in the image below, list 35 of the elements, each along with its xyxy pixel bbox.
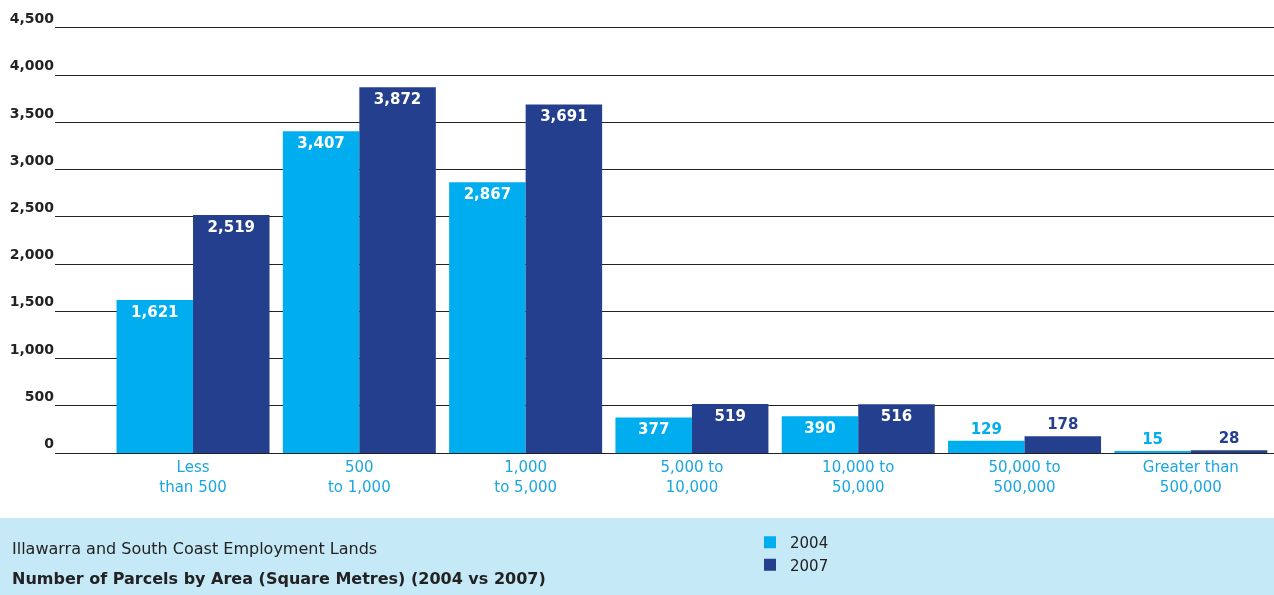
legend-label: 2007 [790,556,829,575]
y-tick-label: 4,500 [9,10,55,27]
data-label: 15 [1142,430,1164,448]
y-tick-label: 4,000 [9,57,55,74]
y-tick-label: 500 [24,387,55,404]
x-tick-label: 500 to 1,000 [327,458,391,496]
data-label: 519 [714,406,746,425]
data-label: 3,872 [373,90,422,109]
data-label: 516 [880,407,913,426]
data-label: 2,519 [207,218,256,237]
data-label: 28 [1218,429,1240,448]
y-tick-label: 0 [44,435,55,452]
y-tick-label: 1,000 [9,340,55,357]
data-label: 1,621 [131,302,179,321]
data-label: 3,407 [297,134,345,153]
legend-label: 2004 [790,534,829,553]
x-tick-label: 50,000 to 500,000 [988,458,1061,496]
text: Number of Parcels by Area (Square Metres) (2004 vs 2007) [12,569,546,588]
y-tick-label: 3,000 [9,151,55,168]
text: Illawarra and South Coast Employment Lands [12,539,378,558]
y-tick-label: 1,500 [9,293,55,310]
y-tick-label: 2,000 [9,246,55,263]
x-tick-label: Greater than 500,000 [1142,458,1239,496]
data-label: 377 [638,420,670,439]
y-tick-label: 2,500 [9,198,55,215]
data-label: 178 [1047,415,1079,434]
x-tick-label: 5,000 to 10,000 [660,458,724,496]
y-tick-label: 3,500 [9,104,55,121]
data-label: 129 [970,419,1002,438]
data-label: 2,867 [463,185,512,204]
data-label: 3,691 [540,107,588,126]
x-tick-label: 1,000 to 5,000 [494,458,558,496]
x-tick-label: 10,000 to 50,000 [822,458,895,496]
data-label: 390 [804,419,836,438]
x-tick-label: Less than 500 [159,458,227,496]
